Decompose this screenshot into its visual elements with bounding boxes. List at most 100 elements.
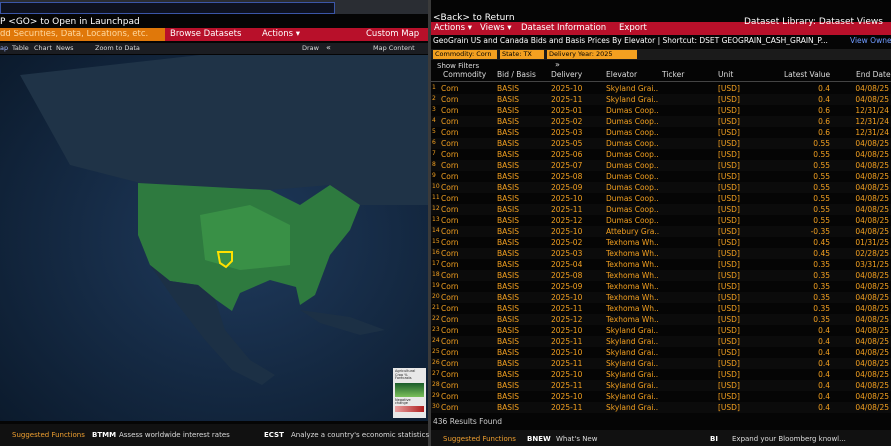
end-date: 04/08/25 <box>855 337 889 346</box>
row-bg[interactable] <box>431 358 891 369</box>
view-owner[interactable]: View Owne <box>850 36 891 45</box>
canada <box>20 55 428 205</box>
row-bg[interactable] <box>431 215 891 226</box>
end-date: 04/08/25 <box>855 194 889 203</box>
row-bg[interactable] <box>431 116 891 127</box>
menu-item[interactable]: Actions ▾ <box>434 23 473 33</box>
column-header[interactable]: Unit <box>718 70 734 79</box>
latest-value: 0.4 <box>818 381 830 390</box>
column-header[interactable]: Delivery <box>551 70 583 79</box>
row-bg[interactable] <box>431 226 891 237</box>
row-bg[interactable] <box>431 325 891 336</box>
elevator: Dumas Coop.. <box>606 194 659 203</box>
row-bg[interactable] <box>431 127 891 138</box>
delivery: 2025-11 <box>551 381 583 390</box>
filter-chip[interactable]: Commodity: Corn <box>433 50 497 59</box>
row-index: 12 <box>432 205 440 212</box>
row-bg[interactable] <box>431 83 891 94</box>
row-bg[interactable] <box>431 292 891 303</box>
column-header[interactable]: Bid / Basis <box>497 70 536 79</box>
menu-item[interactable]: Dataset Information <box>521 23 607 33</box>
map-tab[interactable]: Chart <box>34 44 52 52</box>
commodity: Corn <box>441 216 459 225</box>
browse-button[interactable]: Browse Datasets <box>170 29 242 39</box>
latest-value: 0.55 <box>813 216 830 225</box>
column-header[interactable]: Ticker <box>662 70 685 79</box>
basis: BASIS <box>497 260 520 269</box>
row-bg[interactable] <box>431 248 891 259</box>
row-bg[interactable] <box>431 347 891 358</box>
basis: BASIS <box>497 392 520 401</box>
latest-value: 0.45 <box>813 249 830 258</box>
commodity: Corn <box>441 293 459 302</box>
corn-belt <box>200 205 290 270</box>
function-code[interactable]: BNEW <box>527 435 551 443</box>
expand-button[interactable]: » <box>555 60 560 69</box>
delivery: 2025-11 <box>551 205 583 214</box>
row-bg[interactable] <box>431 369 891 380</box>
search-input[interactable]: dd Securities, Data, Locations, etc. <box>0 30 149 39</box>
row-bg[interactable] <box>431 336 891 347</box>
row-bg[interactable] <box>431 105 891 116</box>
map-content-button[interactable]: Map Content <box>373 44 415 52</box>
row-bg[interactable] <box>431 160 891 171</box>
function-text: What's New <box>556 435 598 443</box>
map-tab[interactable]: ap <box>0 44 9 52</box>
mexico <box>150 265 275 385</box>
row-bg[interactable] <box>431 314 891 325</box>
actions-button[interactable]: Actions ▾ <box>262 29 301 39</box>
show-filters[interactable]: Show Filters <box>437 62 480 70</box>
function-code[interactable]: BTMM <box>92 431 117 439</box>
draw-button[interactable]: Draw <box>302 44 319 52</box>
map-tab[interactable]: News <box>56 44 74 52</box>
row-bg[interactable] <box>431 391 891 402</box>
row-bg[interactable] <box>431 204 891 215</box>
row-index: 22 <box>432 315 440 322</box>
command-line[interactable] <box>0 2 335 14</box>
row-bg[interactable] <box>431 281 891 292</box>
menu-item[interactable]: Views ▾ <box>480 23 512 33</box>
filter-chip[interactable]: State: TX <box>500 50 544 59</box>
elevator: Dumas Coop.. <box>606 150 659 159</box>
row-bg[interactable] <box>431 303 891 314</box>
row-bg[interactable] <box>431 237 891 248</box>
latest-value: 0.4 <box>818 392 830 401</box>
row-bg[interactable] <box>431 402 891 413</box>
row-bg[interactable] <box>431 182 891 193</box>
row-bg[interactable] <box>431 270 891 281</box>
end-date: 04/08/25 <box>855 293 889 302</box>
zoom-button[interactable]: Zoom to Data <box>95 44 140 52</box>
unit: [USD] <box>718 249 740 258</box>
map-area[interactable]: Agricultural Crop % Forecasts Negative c… <box>0 55 428 421</box>
elevator: Dumas Coop.. <box>606 216 659 225</box>
library-button[interactable]: Dataset Library: Dataset Views <box>744 17 883 27</box>
collapse-button[interactable]: « <box>326 43 331 52</box>
commodity: Corn <box>441 337 459 346</box>
row-bg[interactable] <box>431 193 891 204</box>
column-header[interactable]: Commodity <box>443 70 487 79</box>
row-bg[interactable] <box>431 259 891 270</box>
commodity: Corn <box>441 326 459 335</box>
column-header[interactable]: Elevator <box>606 70 638 79</box>
function-code[interactable]: BI <box>710 435 718 443</box>
column-header[interactable]: End Date <box>856 70 891 79</box>
toolbar <box>0 43 428 54</box>
row-bg[interactable] <box>431 94 891 105</box>
row-index: 10 <box>432 183 440 190</box>
map-tab[interactable]: Table <box>12 44 29 52</box>
row-bg[interactable] <box>431 138 891 149</box>
column-header[interactable]: Latest Value <box>784 70 831 79</box>
commodity: Corn <box>441 183 459 192</box>
menu-item[interactable]: Export <box>619 23 647 33</box>
row-bg[interactable] <box>431 171 891 182</box>
custom-map-button[interactable]: Custom Map <box>366 29 420 39</box>
unit: [USD] <box>718 205 740 214</box>
row-bg[interactable] <box>431 380 891 391</box>
filter-chip[interactable]: Delivery Year: 2025 <box>547 50 637 59</box>
function-text: Assess worldwide interest rates <box>119 431 230 439</box>
latest-value: 0.45 <box>813 238 830 247</box>
latest-value: 0.35 <box>813 271 830 280</box>
basis: BASIS <box>497 326 520 335</box>
function-code[interactable]: ECST <box>264 431 284 439</box>
row-bg[interactable] <box>431 149 891 160</box>
